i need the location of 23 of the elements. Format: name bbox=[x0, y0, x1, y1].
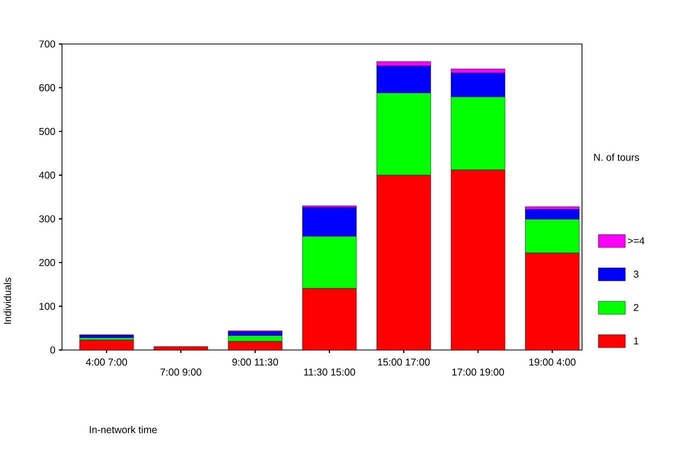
y-tick-label: 600 bbox=[39, 84, 56, 92]
legend-label: 1 bbox=[634, 337, 638, 344]
bar bbox=[79, 334, 134, 338]
legend-title: N. of tours bbox=[594, 154, 640, 161]
legend-label: 2 bbox=[634, 304, 638, 311]
y-tick-label: 200 bbox=[39, 259, 56, 266]
x-tick-label: 9:00 11:30 bbox=[232, 358, 278, 366]
x-tick-label: 11:30 15:00 bbox=[304, 368, 356, 376]
y-tick-label: 500 bbox=[39, 128, 56, 135]
legend-label: >=4 bbox=[628, 237, 644, 244]
legend-label: 3 bbox=[634, 270, 638, 278]
y-tick-label: 0 bbox=[50, 346, 56, 354]
x-tick-label: 7:00 9:00 bbox=[160, 368, 202, 376]
x-tick-label: 4:00 7:00 bbox=[86, 358, 128, 366]
y-tick-label: 100 bbox=[40, 302, 56, 310]
x-tick-label: 15:00 17:00 bbox=[378, 358, 430, 366]
y-tick-label: 700 bbox=[39, 40, 56, 48]
text: In-network time bbox=[90, 426, 157, 434]
x-tick-label: 17:00 19:00 bbox=[452, 368, 504, 376]
y-tick-label: 300 bbox=[39, 215, 56, 222]
y-tick-label: 400 bbox=[39, 172, 56, 179]
y-axis-title: Individuals bbox=[4, 278, 12, 324]
x-tick-label: 19:00 4:00 bbox=[529, 358, 576, 366]
